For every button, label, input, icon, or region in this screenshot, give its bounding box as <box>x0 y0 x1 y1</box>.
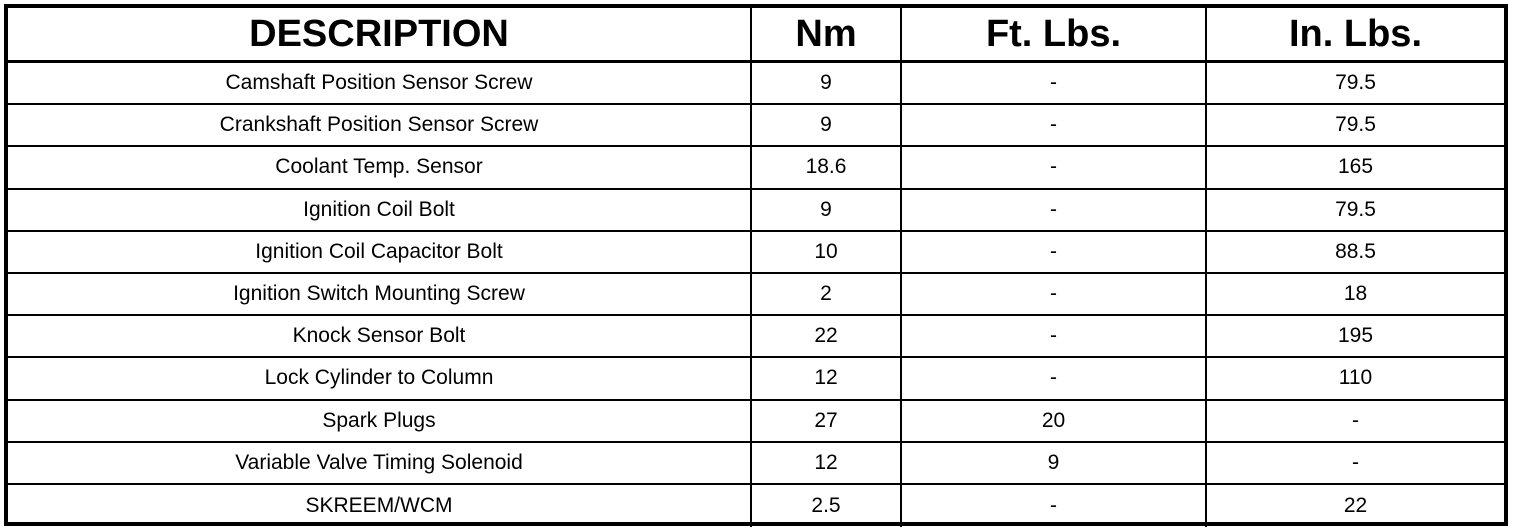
cell-in-lbs: 18 <box>1343 282 1368 306</box>
cell-ft-lbs: - <box>902 484 1207 528</box>
cell-nm: 10 <box>752 231 902 272</box>
cell-ft-lbs: - <box>902 231 1207 272</box>
cell-in-lbs: 79.5 <box>1335 197 1376 221</box>
table-row: Coolant Temp. Sensor 18.6- 165 <box>8 147 1504 190</box>
cell-description: Ignition Coil Capacitor Bolt <box>8 231 752 272</box>
cell-ft-lbs: - <box>902 189 1207 230</box>
table-row: Ignition Coil Capacitor Bolt 10- 88.5 <box>8 231 1504 274</box>
cell-in-lbs: 79.5 <box>1335 113 1376 137</box>
cell-nm: 18.6 <box>752 147 902 188</box>
cell-nm: 12 <box>752 442 902 483</box>
table-row: Camshaft Position Sensor Screw 9- 79.5 <box>8 63 1504 106</box>
cell-description: Lock Cylinder to Column <box>8 358 752 399</box>
cell-description: Crankshaft Position Sensor Screw <box>8 105 752 146</box>
cell-description: Knock Sensor Bolt <box>8 316 752 357</box>
cell-ft-lbs: - <box>902 147 1207 188</box>
cell-nm: 2.5 <box>752 484 902 528</box>
header-description: DESCRIPTION <box>8 8 752 60</box>
header-nm: Nm <box>752 8 902 60</box>
cell-ft-lbs: 20 <box>902 400 1207 441</box>
cell-ft-lbs: - <box>902 105 1207 146</box>
cell-nm: 9 <box>752 189 902 230</box>
table-row: Ignition Coil Bolt 9- 79.5 <box>8 189 1504 232</box>
cell-nm: 12 <box>752 358 902 399</box>
cell-in-lbs: - <box>1352 450 1359 474</box>
cell-in-lbs: 165 <box>1337 155 1374 179</box>
cell-in-lbs: 88.5 <box>1335 239 1376 263</box>
table-row: Spark Plugs 27 20 - <box>8 400 1504 443</box>
cell-nm: 9 <box>752 63 902 104</box>
cell-in-lbs: 110 <box>1338 366 1373 390</box>
cell-in-lbs: - <box>1352 408 1359 432</box>
cell-description: SKREEM/WCM <box>8 484 752 528</box>
cell-description: Ignition Switch Mounting Screw <box>8 273 752 315</box>
table-row: Ignition Switch Mounting Screw 2- 18 <box>8 273 1504 317</box>
cell-description: Camshaft Position Sensor Screw <box>8 63 752 104</box>
cell-ft-lbs: - <box>902 316 1207 357</box>
cell-ft-lbs: - <box>902 63 1207 104</box>
header-ft-lbs: Ft. Lbs. <box>902 8 1207 60</box>
cell-nm: 9 <box>752 105 902 146</box>
cell-in-lbs: 22 <box>1343 493 1368 517</box>
table-header-row: DESCRIPTION Nm Ft. Lbs. In. Lbs. <box>8 8 1504 63</box>
table-row: Knock Sensor Bolt 22- 195 <box>8 316 1504 359</box>
cell-description: Spark Plugs <box>8 400 752 441</box>
cell-nm: 27 <box>752 400 902 441</box>
cell-nm: 2 <box>752 273 902 315</box>
cell-description: Coolant Temp. Sensor <box>8 147 752 188</box>
table-row: Variable Valve Timing Solenoid 12 9 - <box>8 442 1504 485</box>
cell-ft-lbs: - <box>902 358 1207 399</box>
header-in-lbs: In. Lbs. <box>1289 12 1422 55</box>
table-row: SKREEM/WCM 2.5- 22 <box>8 484 1504 528</box>
cell-in-lbs: 195 <box>1337 324 1374 348</box>
cell-in-lbs: 79.5 <box>1335 71 1376 95</box>
table-row: Lock Cylinder to Column 12- 110 <box>8 358 1504 401</box>
table-row: Crankshaft Position Sensor Screw 9- 79.5 <box>8 105 1504 148</box>
table-body: Camshaft Position Sensor Screw 9-79.5 Cran… <box>8 63 1504 528</box>
cell-nm: 22 <box>752 316 902 357</box>
cell-description: Ignition Coil Bolt <box>8 189 752 230</box>
cell-ft-lbs: - <box>902 273 1207 315</box>
cell-ft-lbs: 9 <box>902 442 1207 483</box>
cell-description: Variable Valve Timing Solenoid <box>8 442 752 483</box>
torque-spec-table: DESCRIPTION Nm Ft. Lbs. In. Lbs. Camshaf… <box>4 4 1508 528</box>
